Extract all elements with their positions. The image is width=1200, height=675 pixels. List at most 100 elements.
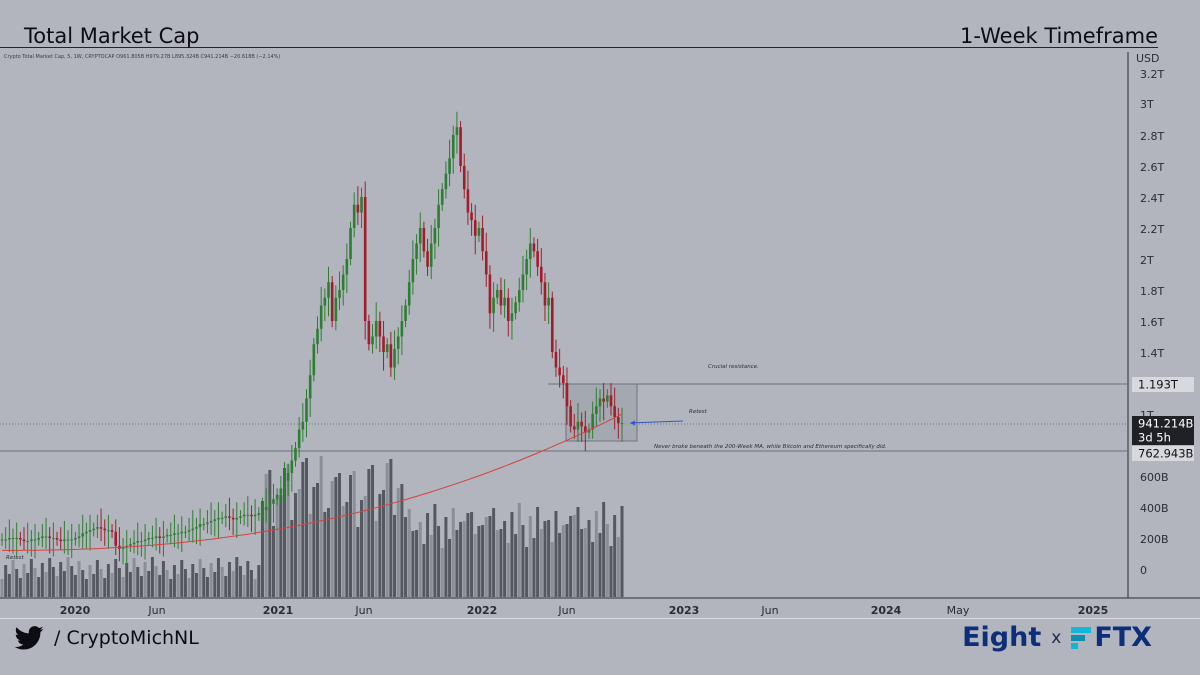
volume-bar bbox=[246, 561, 250, 597]
volume-bar bbox=[253, 579, 257, 597]
volume-bar bbox=[532, 538, 536, 597]
candle-body bbox=[180, 531, 184, 534]
volume-bar bbox=[429, 535, 433, 597]
candle-body bbox=[114, 531, 118, 546]
volume-bar bbox=[125, 563, 129, 597]
candle-body bbox=[224, 516, 228, 518]
volume-bar bbox=[154, 566, 158, 597]
volume-bar bbox=[238, 566, 242, 597]
candle-body bbox=[433, 228, 437, 244]
volume-bar bbox=[525, 547, 529, 597]
volume-bar bbox=[70, 566, 74, 597]
candle-body bbox=[250, 514, 253, 517]
y-tick-label: 1.8T bbox=[1140, 285, 1164, 298]
candle-body bbox=[15, 538, 18, 539]
volume-bar bbox=[128, 572, 132, 597]
volume-bar bbox=[106, 564, 110, 597]
candle-body bbox=[162, 536, 165, 538]
annotation-resistance: Crucial resistance. bbox=[708, 364, 759, 370]
candle-body bbox=[41, 536, 44, 538]
candle-body bbox=[52, 538, 55, 539]
volume-bar bbox=[514, 534, 518, 597]
y-tick-label: 2.2T bbox=[1140, 223, 1164, 236]
candle-body bbox=[374, 321, 378, 337]
volume-bar bbox=[264, 474, 268, 597]
volume-bar bbox=[473, 534, 477, 597]
candle-body bbox=[495, 290, 499, 298]
candle-body bbox=[437, 204, 440, 228]
candle-body bbox=[429, 243, 433, 267]
candle-body bbox=[213, 519, 217, 521]
volume-bar bbox=[187, 578, 191, 597]
volume-bar bbox=[55, 576, 59, 597]
volume-bar bbox=[338, 473, 342, 597]
x-tick-label: 2023 bbox=[669, 604, 700, 617]
volume-bar bbox=[227, 562, 231, 597]
volume-bar bbox=[77, 561, 81, 597]
volume-bar bbox=[268, 470, 272, 597]
candle-body bbox=[184, 531, 187, 533]
volume-bar bbox=[444, 517, 448, 597]
candle-body bbox=[261, 510, 264, 514]
volume-bar bbox=[323, 512, 327, 597]
volume-bar bbox=[371, 465, 375, 597]
y-tick-label: 2T bbox=[1140, 254, 1154, 267]
candle-body bbox=[92, 528, 96, 531]
volume-bar bbox=[161, 561, 165, 597]
page-title: Total Market Cap bbox=[24, 24, 200, 48]
x-tick-label: 2020 bbox=[60, 604, 91, 617]
candle-body bbox=[407, 282, 411, 306]
candle-body bbox=[459, 127, 462, 166]
candle-body bbox=[598, 398, 602, 407]
y-tick-label: 3T bbox=[1140, 98, 1154, 111]
candle-body bbox=[235, 517, 239, 520]
candle-body bbox=[70, 539, 74, 541]
candle-body bbox=[154, 536, 158, 538]
volume-bar bbox=[528, 516, 532, 597]
volume-bar bbox=[609, 546, 613, 597]
candle-body bbox=[220, 517, 224, 519]
volume-bar bbox=[297, 489, 301, 597]
volume-bar bbox=[550, 542, 554, 597]
volume-bar bbox=[114, 559, 118, 597]
volume-bar bbox=[48, 558, 52, 597]
volume-bar bbox=[271, 526, 275, 597]
symbol-info: Crypto Total Market Cap, 5, 1W, CRYPTOCA… bbox=[4, 54, 280, 60]
annotation-200ma: Never broke beneath the 200-Week MA, whi… bbox=[654, 444, 887, 450]
candle-body bbox=[305, 398, 308, 422]
volume-bar bbox=[547, 520, 551, 597]
volume-bar bbox=[290, 520, 294, 597]
candle-body bbox=[198, 524, 202, 528]
volume-bar bbox=[99, 569, 103, 597]
volume-bar bbox=[378, 494, 382, 597]
volume-bar bbox=[613, 515, 617, 597]
volume-bar bbox=[569, 516, 573, 597]
y-tick-label: 2.4T bbox=[1140, 192, 1164, 205]
candle-body bbox=[48, 536, 51, 538]
annotation-retest-left: Retest bbox=[6, 555, 25, 561]
volume-bar bbox=[341, 506, 345, 597]
x-tick-label: 2025 bbox=[1078, 604, 1109, 617]
x-tick-label: Jun bbox=[760, 604, 778, 617]
volume-bar bbox=[363, 496, 367, 597]
volume-bar bbox=[539, 529, 543, 597]
volume-bar bbox=[477, 526, 481, 597]
volume-bar bbox=[282, 468, 286, 597]
candle-body bbox=[352, 204, 356, 228]
candle-body bbox=[140, 541, 143, 543]
candle-body bbox=[367, 321, 371, 345]
volume-bar bbox=[7, 574, 11, 597]
volume-bar bbox=[158, 575, 162, 597]
retest-arrow-head bbox=[630, 420, 635, 426]
candle-body bbox=[316, 328, 319, 345]
footer-divider bbox=[0, 618, 1200, 619]
volume-bar bbox=[180, 560, 184, 597]
candle-body bbox=[272, 499, 275, 504]
ma200-line bbox=[2, 413, 623, 551]
candle-body bbox=[356, 204, 360, 213]
volume-bar bbox=[293, 493, 297, 597]
candle-body bbox=[169, 534, 173, 536]
ftx-logo-text: FTX bbox=[1094, 622, 1152, 653]
volume-bar bbox=[304, 458, 308, 597]
volume-bar bbox=[565, 524, 569, 597]
